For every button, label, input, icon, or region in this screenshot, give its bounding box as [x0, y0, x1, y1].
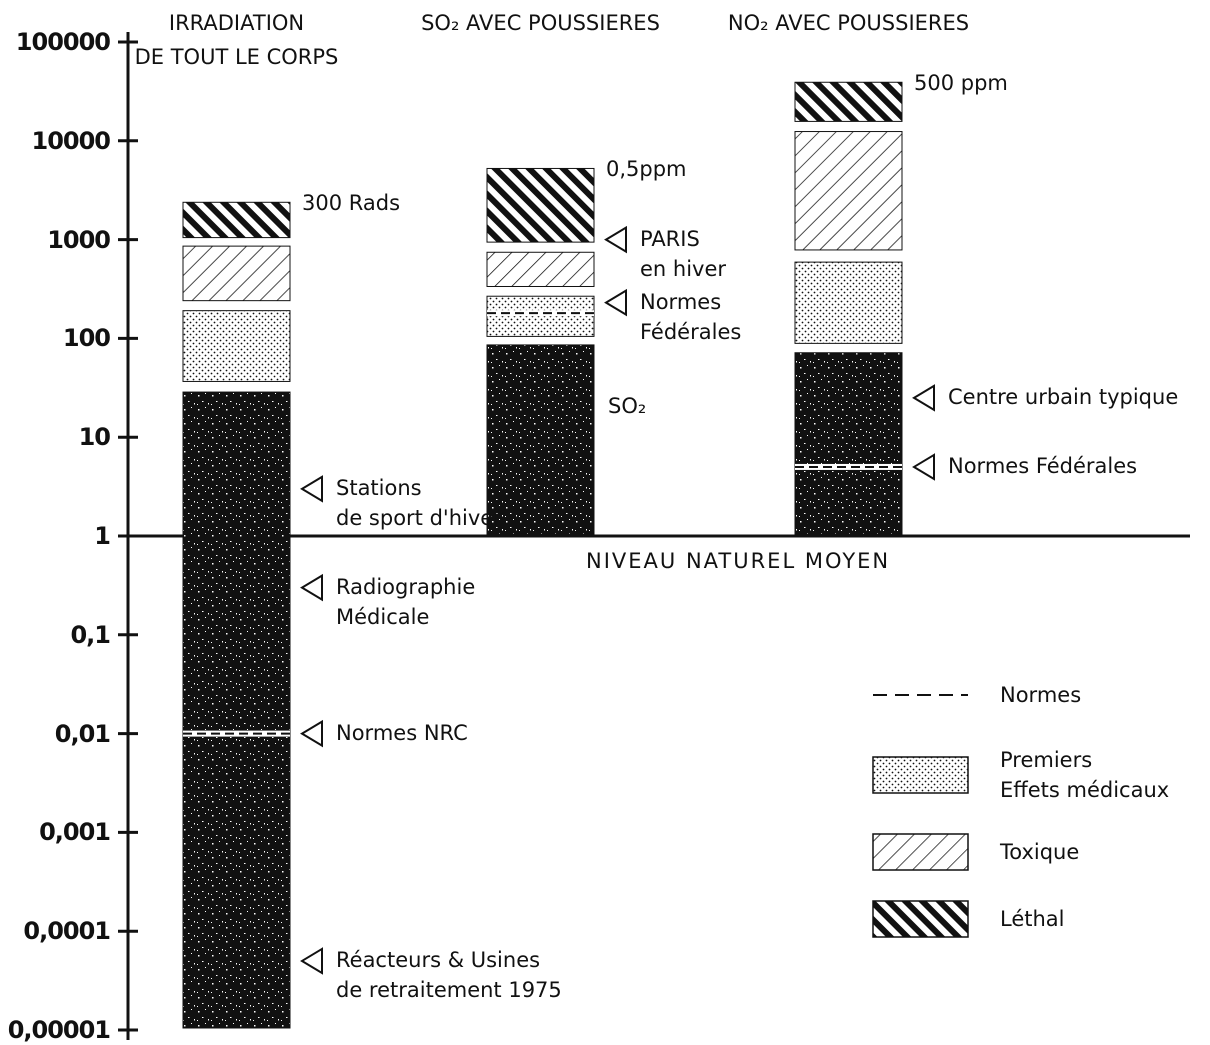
- range-bar: [486, 295, 595, 337]
- annotation-arrow: [604, 225, 627, 254]
- range-bar: [182, 310, 291, 382]
- legend-label: Premiers Effets médicaux: [1000, 748, 1170, 802]
- annotation-arrow: [604, 288, 627, 317]
- range-bar: [794, 352, 903, 535]
- annotation: Stations de sport d'hiver: [336, 475, 502, 530]
- annotation-arrow: [300, 475, 323, 503]
- annotation: Centre urbain typique: [948, 384, 1179, 409]
- legend-label: Normes: [1000, 683, 1082, 707]
- annotation-arrow: [300, 947, 323, 975]
- range-bar: [794, 131, 903, 251]
- legend-label: Toxique: [1000, 840, 1080, 864]
- legend-label: Léthal: [1000, 907, 1065, 931]
- y-tick-label: 0,0001: [23, 917, 111, 946]
- y-tick-label: 1000: [47, 225, 111, 254]
- y-tick-label: 100000: [15, 28, 111, 56]
- norm-band: [487, 310, 594, 317]
- range-bar: [794, 81, 903, 122]
- annotation-arrow: [912, 453, 935, 481]
- y-tick-label: 10: [78, 423, 111, 452]
- column-title: NO₂ AVEC POUSSIERES: [727, 11, 970, 35]
- y-tick-label: 0,01: [54, 719, 111, 748]
- annotation: PARIS en hiver: [640, 226, 727, 281]
- y-tick-label: 0,001: [39, 818, 111, 847]
- annotation: Réacteurs & Usines de retraitement 1975: [336, 947, 562, 1002]
- range-bar: [182, 245, 291, 302]
- y-tick-label: 1: [94, 522, 111, 550]
- top-label: 0,5ppm: [606, 157, 687, 182]
- range-bar: [182, 391, 291, 1029]
- annotation-arrow: [912, 384, 935, 412]
- y-tick-label: 0,1: [70, 620, 111, 649]
- legend-swatch: [872, 900, 969, 938]
- annotation: SO₂: [608, 394, 647, 419]
- annotation: Normes Fédérales: [948, 453, 1138, 478]
- range-bar: [182, 201, 291, 239]
- legend-swatch: [872, 833, 969, 871]
- top-label: 500 ppm: [914, 71, 1008, 96]
- annotation-arrow: [300, 719, 323, 748]
- baseline-label: NIVEAU NATUREL MOYEN: [586, 549, 891, 573]
- legend-swatch: [872, 756, 969, 794]
- annotation: Radiographie Médicale: [336, 574, 476, 629]
- y-tick-label: 10000: [31, 126, 112, 155]
- annotation: Normes NRC: [336, 720, 468, 745]
- norm-band: [795, 463, 902, 470]
- y-tick-label: 0,00001: [7, 1016, 111, 1044]
- range-bar: [486, 167, 595, 243]
- column-title: IRRADIATION DE TOUT LE CORPS: [134, 11, 339, 69]
- range-bar: [794, 261, 903, 344]
- top-label: 300 Rads: [302, 191, 401, 216]
- range-bar: [486, 344, 595, 535]
- range-bar: [486, 251, 595, 287]
- norm-band: [183, 730, 290, 737]
- annotation: Normes Fédérales: [640, 289, 742, 344]
- y-tick-label: 100: [62, 324, 111, 353]
- annotation-arrow: [300, 573, 323, 602]
- column-title: SO₂ AVEC POUSSIERES: [421, 11, 660, 35]
